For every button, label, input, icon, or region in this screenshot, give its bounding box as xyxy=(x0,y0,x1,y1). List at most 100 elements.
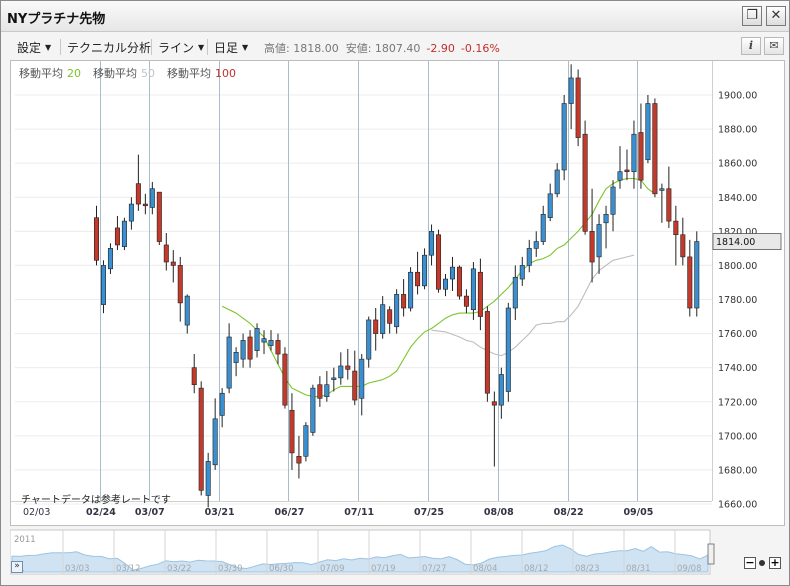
restore-window-button[interactable]: ❐ xyxy=(742,6,762,26)
candle xyxy=(254,323,260,358)
candle xyxy=(303,422,309,462)
candle xyxy=(331,367,337,392)
candle xyxy=(212,398,218,470)
candle xyxy=(617,146,623,189)
candle xyxy=(268,330,274,351)
candle xyxy=(498,367,504,419)
candle-body-up xyxy=(128,203,134,222)
candle xyxy=(533,231,539,257)
x-tick-label: 03/07 xyxy=(135,507,165,518)
chevron-down-icon: ▼ xyxy=(242,43,249,52)
y-tick-label: 1660.00 xyxy=(718,500,757,511)
candle-body-up xyxy=(268,340,274,346)
candle xyxy=(673,205,679,266)
candle-body-down xyxy=(477,271,483,317)
technical-analysis-menu[interactable]: テクニカル分析 xyxy=(67,39,151,56)
candle-body-up xyxy=(561,103,567,171)
zoom-out-button[interactable]: − xyxy=(744,557,756,569)
candle xyxy=(296,435,302,479)
change-value: -2.90 xyxy=(426,42,455,55)
x-tick-label: 03/21 xyxy=(205,507,235,518)
candle xyxy=(589,188,595,283)
info-button[interactable]: i xyxy=(741,37,761,55)
candle xyxy=(247,330,253,368)
line-menu[interactable]: ライン ▼ xyxy=(158,39,204,56)
moving-average-legend: 移動平均 20 移動平均 50 移動平均 100 xyxy=(19,65,248,81)
candle-body-up xyxy=(505,307,511,392)
chart-toolbar: 設定 ▼ テクニカル分析 ライン ▼ 日足 ▼ 高値: 1818.00 安値: 180… xyxy=(10,36,785,58)
candle-body-down xyxy=(114,227,120,246)
y-tick-label: 1720.00 xyxy=(718,397,757,408)
navigator-date-label: 03/03 xyxy=(65,564,90,574)
y-tick-label: 1700.00 xyxy=(718,431,757,442)
candle-body-down xyxy=(317,384,323,399)
legend-period: 50 xyxy=(141,67,155,80)
candle-body-up xyxy=(408,271,414,309)
candlestick-chart: 1660.00 1680.00 1700.00 1720.00 1740.00 1760.… xyxy=(11,61,782,518)
candle-body-down xyxy=(163,244,169,263)
candle-body-down xyxy=(275,340,281,355)
candle-body-up xyxy=(303,425,309,457)
navigator-panel[interactable]: 20111103/0303/1203/2203/3006/3007/0907/1… xyxy=(10,528,785,578)
candle-body-up xyxy=(470,268,476,311)
candle xyxy=(94,205,100,266)
candle xyxy=(554,163,560,198)
candle xyxy=(436,229,442,293)
candle-body-up xyxy=(149,188,155,208)
candle-body-down xyxy=(415,271,421,287)
candle xyxy=(163,233,169,271)
candle xyxy=(142,193,148,215)
candle xyxy=(373,308,379,351)
y-tick-label: 1820.00 xyxy=(718,227,757,238)
candle-body-up xyxy=(205,461,211,496)
candle xyxy=(484,306,490,402)
close-icon: ✕ xyxy=(770,8,782,23)
candle xyxy=(121,217,127,251)
candle-body-up xyxy=(121,220,127,247)
toolbar-divider xyxy=(207,39,208,55)
navigator-date-label: 03/12 xyxy=(116,564,141,574)
x-tick-label: 06/27 xyxy=(274,507,304,518)
expand-icon[interactable]: » xyxy=(11,561,23,573)
navigator-area xyxy=(11,544,709,573)
candle xyxy=(198,381,204,496)
window-title: NYプラチナ先物 xyxy=(7,12,106,27)
chart-area[interactable]: 1660.00 1680.00 1700.00 1720.00 1740.00 1760.… xyxy=(10,60,785,526)
navigator-date-label: 08/04 xyxy=(473,564,498,574)
navigator-date-label: 08/12 xyxy=(524,564,549,574)
candle-body-down xyxy=(170,261,176,266)
candle-body-down xyxy=(352,370,358,401)
close-window-button[interactable]: ✕ xyxy=(766,6,786,26)
candle xyxy=(429,224,435,266)
legend-period: 100 xyxy=(215,67,236,80)
y-tick-label: 1680.00 xyxy=(718,465,757,476)
navigator-chart: 20111103/0303/1203/2203/3006/3007/0907/1… xyxy=(10,529,715,575)
navigator-date-label: 03/30 xyxy=(218,564,243,574)
candle xyxy=(128,197,134,230)
x-tick-label: 08/08 xyxy=(484,507,514,518)
candle xyxy=(596,214,602,274)
mail-button[interactable]: ✉ xyxy=(764,37,784,55)
candle-body-down xyxy=(135,183,141,205)
candle xyxy=(631,120,637,189)
zoom-in-button[interactable]: + xyxy=(769,557,781,569)
candle-body-down xyxy=(296,455,302,464)
toolbar-divider xyxy=(151,39,152,55)
settings-menu[interactable]: 設定 ▼ xyxy=(17,39,51,56)
navigator-date-label: 06/30 xyxy=(269,564,294,574)
candle xyxy=(107,243,113,274)
candle xyxy=(582,120,588,235)
period-menu[interactable]: 日足 ▼ xyxy=(214,39,248,56)
candle xyxy=(345,348,351,380)
candle xyxy=(694,231,700,317)
candle xyxy=(177,256,183,322)
legend-label: 移動平均 xyxy=(167,67,211,80)
candle xyxy=(401,279,407,317)
navigator-date-label: 09/08 xyxy=(677,564,702,574)
candle-body-down xyxy=(282,353,288,406)
candle xyxy=(114,215,120,251)
candle-body-down xyxy=(94,217,100,261)
candle-body-up xyxy=(233,352,239,363)
reference-note: チャートデータは参考レートです xyxy=(21,495,171,506)
candle xyxy=(659,183,665,223)
